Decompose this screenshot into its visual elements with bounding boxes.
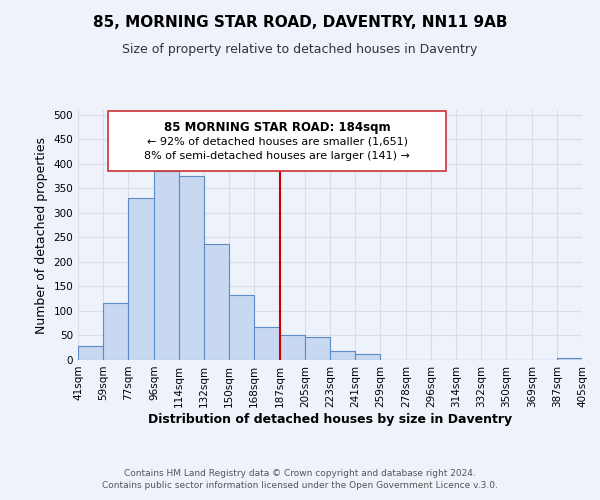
- Bar: [330, 351, 355, 360]
- Y-axis label: Number of detached properties: Number of detached properties: [35, 136, 48, 334]
- Bar: [280, 336, 305, 360]
- Text: 8% of semi-detached houses are larger (141) →: 8% of semi-detached houses are larger (1…: [144, 151, 410, 161]
- Bar: [128, 198, 154, 360]
- Bar: [204, 244, 229, 360]
- Bar: [229, 295, 254, 360]
- Bar: [254, 326, 280, 360]
- FancyBboxPatch shape: [108, 112, 446, 171]
- Text: Contains public sector information licensed under the Open Government Licence v.: Contains public sector information licen…: [102, 481, 498, 490]
- Text: ← 92% of detached houses are smaller (1,651): ← 92% of detached houses are smaller (1,…: [146, 136, 407, 146]
- Text: Contains HM Land Registry data © Crown copyright and database right 2024.: Contains HM Land Registry data © Crown c…: [124, 468, 476, 477]
- Bar: [179, 176, 204, 360]
- Text: 85, MORNING STAR ROAD, DAVENTRY, NN11 9AB: 85, MORNING STAR ROAD, DAVENTRY, NN11 9A…: [93, 15, 507, 30]
- Bar: [78, 346, 103, 360]
- Bar: [355, 354, 380, 360]
- Bar: [103, 303, 128, 360]
- Text: 85 MORNING STAR ROAD: 184sqm: 85 MORNING STAR ROAD: 184sqm: [164, 121, 391, 134]
- Text: Size of property relative to detached houses in Daventry: Size of property relative to detached ho…: [122, 42, 478, 56]
- Bar: [154, 172, 179, 360]
- Bar: [305, 338, 330, 360]
- X-axis label: Distribution of detached houses by size in Daventry: Distribution of detached houses by size …: [148, 412, 512, 426]
- Bar: [557, 358, 582, 360]
